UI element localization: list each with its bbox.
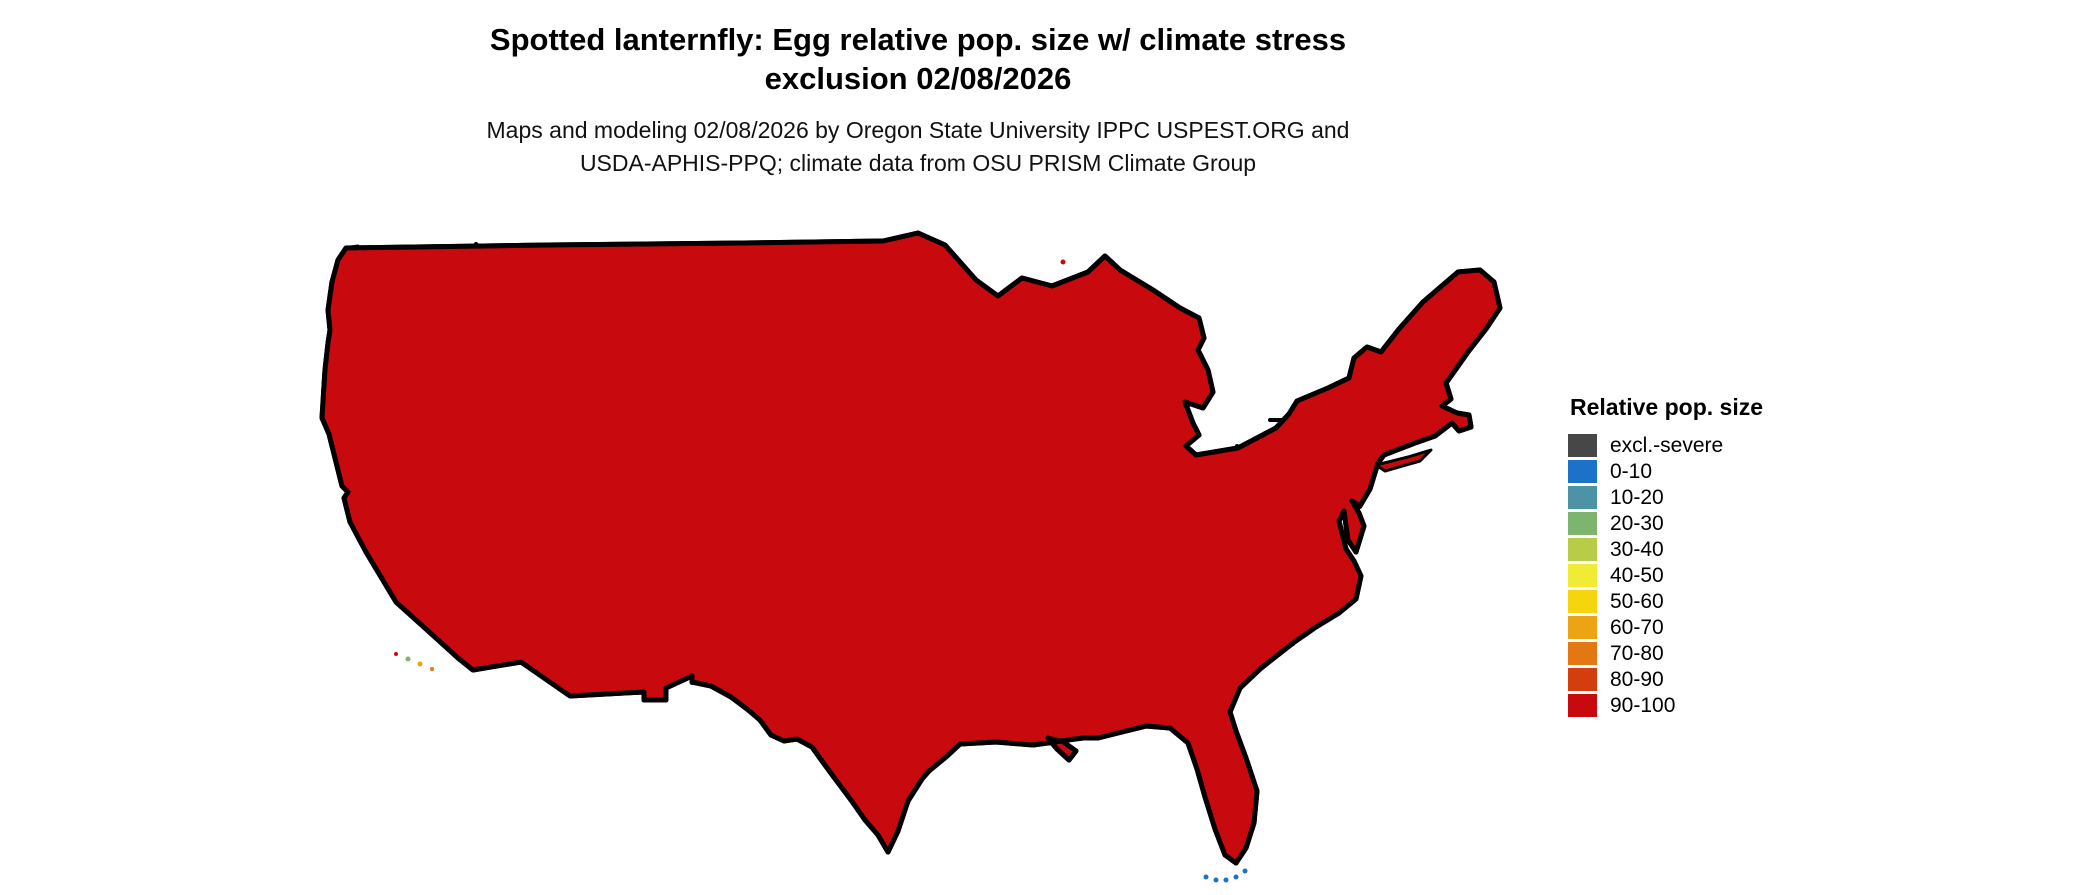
lake-michigan-island-1 xyxy=(1106,328,1110,332)
florida-key-1 xyxy=(1203,874,1209,880)
page-title: Spotted lanternfly: Egg relative pop. si… xyxy=(489,22,1347,57)
patch-socal-teal2 xyxy=(429,643,435,649)
page-title-line2: exclusion 02/08/2026 xyxy=(764,61,1072,96)
legend-swatch-b0 xyxy=(1568,460,1597,483)
lake-michigan-island-2 xyxy=(1118,332,1122,336)
legend-swatch-b60 xyxy=(1568,616,1597,639)
figure-header: Spotted lanternfly: Egg relative pop. si… xyxy=(18,20,1818,180)
subtitle-line1: Maps and modeling 02/08/2026 by Oregon S… xyxy=(486,117,1350,143)
legend-label: 70-80 xyxy=(1610,641,1664,665)
legend-item-30-40: 30-40 xyxy=(1568,538,1828,561)
patch-socal-green4 xyxy=(448,658,454,664)
us-outline-stroke xyxy=(322,233,1500,863)
map-legend: Relative pop. size excl.-severe 0-10 10-20… xyxy=(1568,394,1828,720)
legend-swatch-b80 xyxy=(1568,668,1597,691)
legend-item-60-70: 60-70 xyxy=(1568,616,1828,639)
legend-label: 50-60 xyxy=(1610,589,1664,613)
legend-label: 30-40 xyxy=(1610,537,1664,561)
san-juan-island-1 xyxy=(358,250,362,254)
florida-key-5 xyxy=(1242,868,1248,874)
long-island xyxy=(1374,448,1433,473)
legend-item-50-60: 50-60 xyxy=(1568,590,1828,613)
legend-item-0-10: 0-10 xyxy=(1568,460,1828,483)
isle-royale xyxy=(1060,259,1066,265)
legend-swatch-b90 xyxy=(1568,694,1597,717)
legend-label: 0-10 xyxy=(1610,459,1653,483)
channel-island-2 xyxy=(417,661,423,667)
legend-swatch-b70 xyxy=(1568,642,1597,665)
patch-socal-green1 xyxy=(404,622,412,630)
legend-swatch-b30 xyxy=(1568,538,1597,561)
legend-item-40-50: 40-50 xyxy=(1568,564,1828,587)
subtitle-line2: USDA-APHIS-PPQ; climate data from OSU PR… xyxy=(579,150,1257,176)
legend-label: 90-100 xyxy=(1610,693,1676,717)
legend-rows: excl.-severe 0-10 10-20 20-30 30-40 40-50 50-6… xyxy=(1568,434,1828,717)
us-choropleth-map xyxy=(319,230,1503,883)
channel-island-3 xyxy=(430,667,434,671)
legend-label: excl.-severe xyxy=(1610,433,1724,457)
legend-label: 10-20 xyxy=(1610,485,1664,509)
legend-swatch-b20 xyxy=(1568,512,1597,535)
legend-title: Relative pop. size xyxy=(1570,394,1764,420)
legend-label: 60-70 xyxy=(1610,615,1664,639)
florida-key-4 xyxy=(1233,874,1239,880)
legend-item-80-90: 80-90 xyxy=(1568,668,1828,691)
islands xyxy=(358,250,1248,883)
patch-socal-teal1 xyxy=(413,629,419,635)
legend-item-90-100: 90-100 xyxy=(1568,694,1828,717)
patch-socal-green2 xyxy=(420,636,428,644)
patch-socal-green3 xyxy=(436,648,442,654)
florida-key-2 xyxy=(1213,877,1219,883)
legend-swatch-excl xyxy=(1568,434,1597,457)
legend-item-70-80: 70-80 xyxy=(1568,642,1828,665)
florida-key-3 xyxy=(1223,877,1229,883)
legend-label: 80-90 xyxy=(1610,667,1664,691)
san-juan-island-2 xyxy=(364,255,368,259)
legend-swatch-b40 xyxy=(1568,564,1597,587)
legend-swatch-b10 xyxy=(1568,486,1597,509)
figure-subtitle: Maps and modeling 02/08/2026 by Oregon S… xyxy=(18,114,1818,180)
channel-island-1 xyxy=(405,656,411,662)
legend-label: 40-50 xyxy=(1610,563,1664,587)
legend-swatch-b50 xyxy=(1568,590,1597,613)
legend-item-10-20: 10-20 xyxy=(1568,486,1828,509)
map-container xyxy=(308,230,1530,890)
channel-island-4 xyxy=(394,652,398,656)
legend-item-excl.-severe: excl.-severe xyxy=(1568,434,1828,457)
legend-item-20-30: 20-30 xyxy=(1568,512,1828,535)
legend-label: 20-30 xyxy=(1610,511,1664,535)
